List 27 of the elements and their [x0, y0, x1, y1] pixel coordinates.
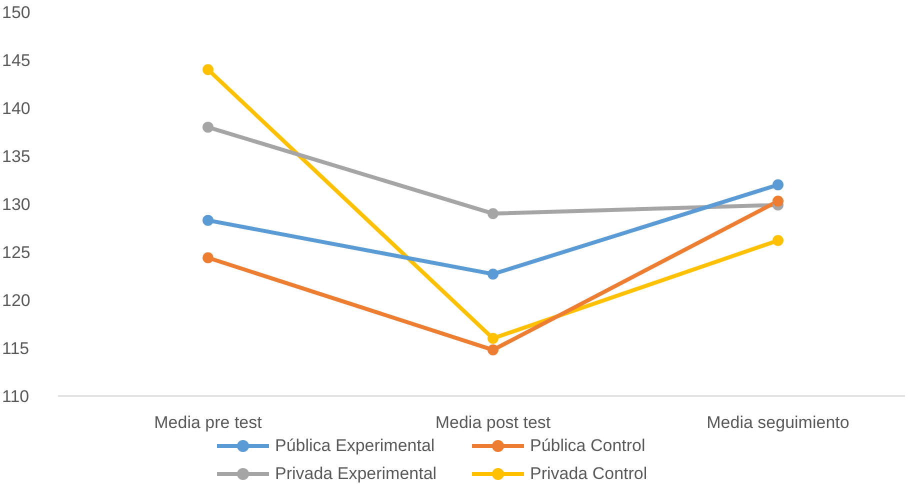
point	[202, 122, 214, 133]
point	[202, 214, 214, 226]
legend-label: Privada Control	[530, 464, 648, 484]
y-tick-label: 115	[2, 339, 30, 358]
x-tick-label: Media pre test	[154, 413, 262, 432]
point	[488, 208, 498, 220]
point	[772, 234, 784, 246]
x-tick-label: Media post test	[435, 413, 551, 432]
legend-label: Pública Control	[530, 436, 646, 456]
y-tick-label: 130	[2, 195, 30, 214]
y-tick-label: 135	[2, 147, 30, 166]
point	[488, 268, 498, 280]
point	[488, 344, 498, 356]
y-tick-label: 120	[2, 291, 30, 310]
point	[202, 64, 214, 76]
legend-label: Pública Experimental	[275, 436, 435, 456]
y-tick-label: 145	[2, 51, 30, 70]
y-tick-label: 150	[2, 3, 30, 22]
point	[772, 179, 784, 190]
point	[202, 252, 214, 264]
legend-label: Privada Experimental	[275, 464, 437, 484]
y-tick-label: 140	[2, 99, 30, 118]
x-tick-label: Media seguimiento	[706, 413, 850, 432]
y-tick-label: 110	[2, 387, 30, 406]
y-tick-label: 125	[2, 243, 30, 262]
point	[488, 332, 498, 344]
point	[772, 196, 784, 207]
